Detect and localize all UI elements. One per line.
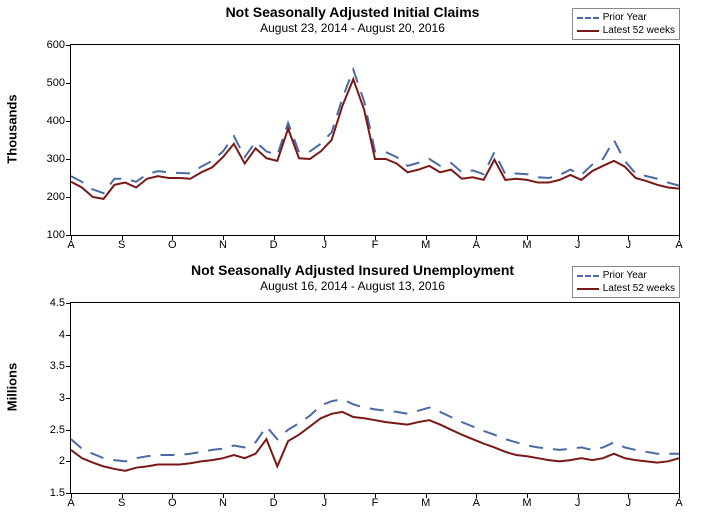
chart2-ylabel: Millions [5, 363, 20, 411]
legend-row-prior: Prior Year [577, 11, 675, 24]
legend-swatch-prior [577, 17, 599, 19]
legend-label-prior: Prior Year [603, 11, 647, 24]
legend-row-prior: Prior Year [577, 269, 675, 282]
legend-swatch-latest [577, 288, 599, 290]
legend-label-latest: Latest 52 weeks [603, 24, 675, 37]
legend-swatch-latest [577, 30, 599, 32]
chart2-svg [71, 303, 679, 493]
chart1-plot: 100200300400500600ASONDJFMAMJJA [70, 44, 680, 236]
legend-row-latest: Latest 52 weeks [577, 24, 675, 37]
chart1-legend: Prior Year Latest 52 weeks [572, 8, 680, 40]
legend-label-latest: Latest 52 weeks [603, 282, 675, 295]
legend-row-latest: Latest 52 weeks [577, 282, 675, 295]
legend-label-prior: Prior Year [603, 269, 647, 282]
chart1-ylabel: Thousands [5, 94, 20, 163]
chart1-plot-area: 100200300400500600ASONDJFMAMJJA [70, 44, 680, 236]
initial-claims-chart: Not Seasonally Adjusted Initial Claims A… [0, 0, 705, 258]
legend-swatch-prior [577, 275, 599, 277]
chart2-plot: 1.522.533.544.5ASONDJFMAMJJA [70, 302, 680, 494]
chart2-plot-area: 1.522.533.544.5ASONDJFMAMJJA [70, 302, 680, 494]
insured-unemployment-chart: Not Seasonally Adjusted Insured Unemploy… [0, 258, 705, 516]
chart2-legend: Prior Year Latest 52 weeks [572, 266, 680, 298]
chart1-svg [71, 45, 679, 235]
